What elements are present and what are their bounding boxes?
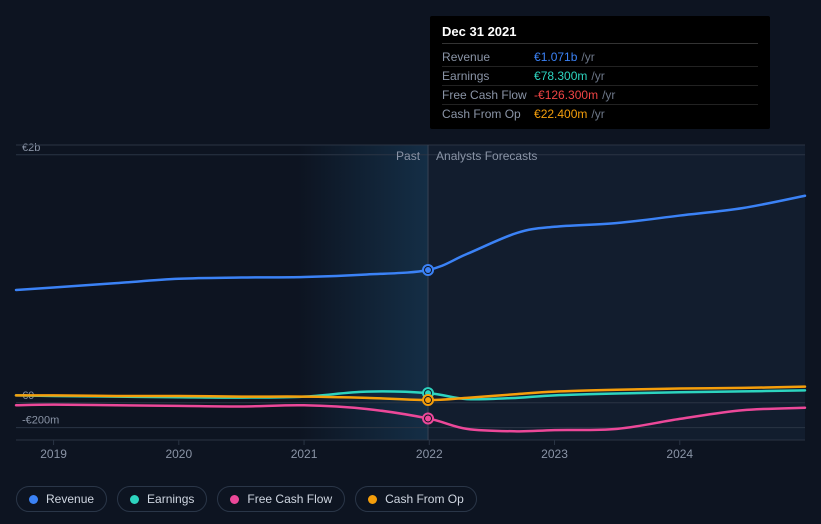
tooltip-row: Earnings€78.300m/yr [442,67,758,86]
svg-text:2024: 2024 [666,447,693,461]
tooltip-row: Revenue€1.071b/yr [442,48,758,67]
legend-item-fcf[interactable]: Free Cash Flow [217,486,345,512]
financial-chart: €2b€0-€200mPastAnalysts Forecasts2019202… [0,0,821,524]
tooltip-row: Cash From Op€22.400m/yr [442,105,758,123]
legend-item-cfo[interactable]: Cash From Op [355,486,477,512]
legend-label: Free Cash Flow [247,492,332,506]
tooltip-row-label: Earnings [442,69,534,83]
tooltip-row-value: €22.400m [534,107,587,121]
svg-text:2019: 2019 [40,447,67,461]
legend-item-revenue[interactable]: Revenue [16,486,107,512]
svg-text:2023: 2023 [541,447,568,461]
svg-text:2021: 2021 [291,447,318,461]
tooltip-row-value: €1.071b [534,50,577,64]
svg-text:-€200m: -€200m [22,415,59,427]
tooltip-row-unit: /yr [591,107,604,121]
tooltip-row-unit: /yr [581,50,594,64]
legend-label: Revenue [46,492,94,506]
svg-text:€2b: €2b [22,142,40,154]
svg-text:2020: 2020 [165,447,192,461]
tooltip-row-label: Free Cash Flow [442,88,534,102]
tooltip-date: Dec 31 2021 [442,24,758,39]
legend-dot-icon [230,495,239,504]
tooltip-row-value: -€126.300m [534,88,598,102]
legend-dot-icon [29,495,38,504]
tooltip-row-label: Revenue [442,50,534,64]
hover-tooltip: Dec 31 2021 Revenue€1.071b/yrEarnings€78… [430,16,770,129]
svg-text:Past: Past [396,149,421,163]
legend-label: Cash From Op [385,492,464,506]
tooltip-row-unit: /yr [591,69,604,83]
legend-dot-icon [130,495,139,504]
chart-legend: Revenue Earnings Free Cash Flow Cash From O… [16,486,477,512]
tooltip-row: Free Cash Flow-€126.300m/yr [442,86,758,105]
legend-item-earnings[interactable]: Earnings [117,486,207,512]
legend-dot-icon [368,495,377,504]
svg-text:Analysts Forecasts: Analysts Forecasts [436,149,537,163]
legend-label: Earnings [147,492,194,506]
svg-text:2022: 2022 [416,447,443,461]
tooltip-row-value: €78.300m [534,69,587,83]
tooltip-row-label: Cash From Op [442,107,534,121]
tooltip-row-unit: /yr [602,88,615,102]
